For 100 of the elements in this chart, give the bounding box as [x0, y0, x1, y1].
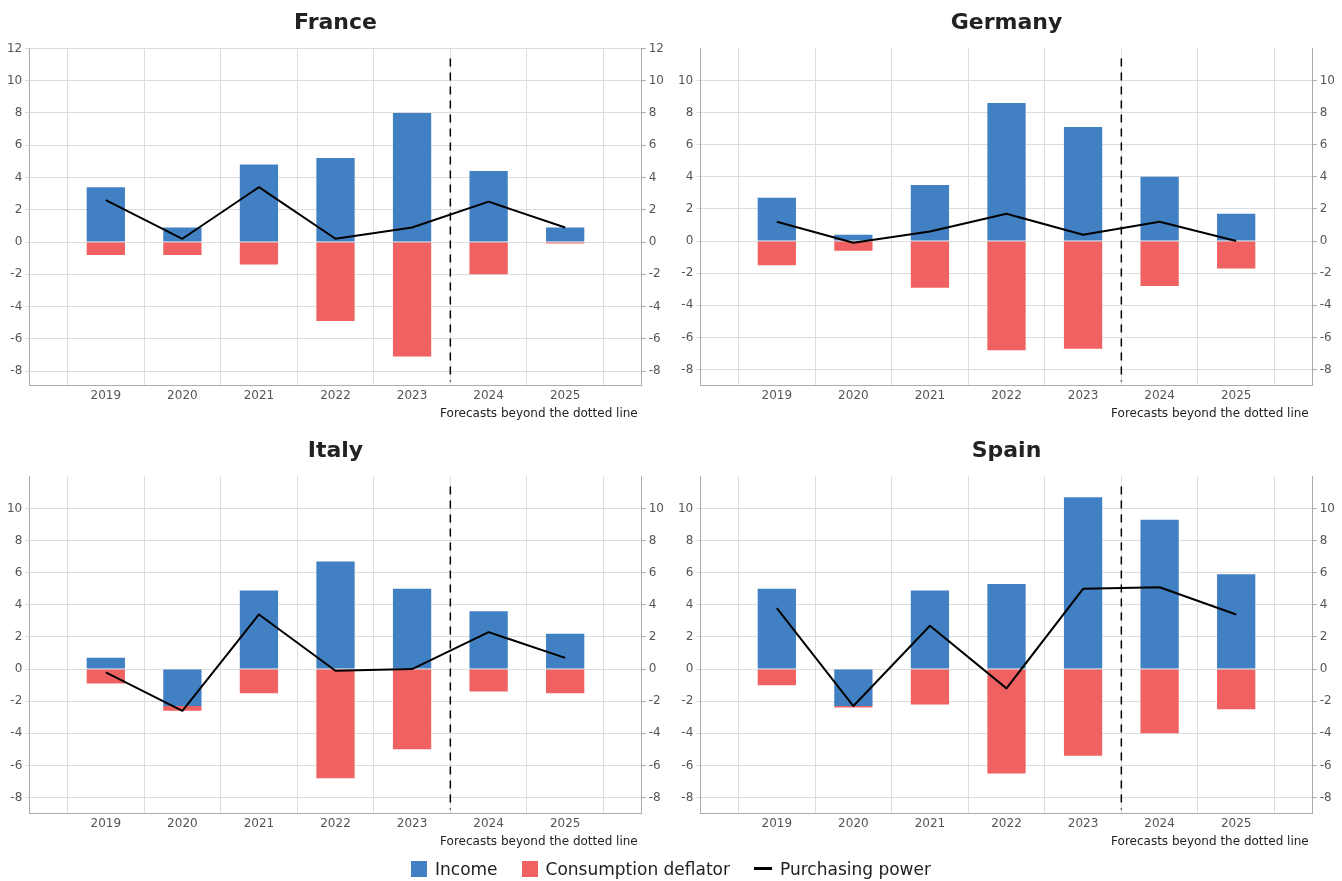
y-tick-label: 2 [648, 201, 657, 216]
y2-tick-label: 4 [1319, 596, 1328, 611]
y-tick-label: 10 [6, 500, 23, 515]
bar [86, 657, 125, 669]
y2-tick-label: 4 [1319, 168, 1328, 183]
y2-tick-label: 0 [1319, 661, 1328, 676]
bar [469, 611, 508, 669]
y-tick-label: 10 [677, 72, 694, 87]
bar [316, 561, 355, 669]
bar [757, 241, 796, 266]
bar [1140, 241, 1179, 287]
x-tick-label: 2022 [320, 815, 351, 830]
bar [987, 241, 1026, 351]
y-tick-label: 6 [14, 564, 23, 579]
x-tick-label: 2022 [320, 387, 351, 402]
chart-title: Italy [307, 436, 364, 462]
bar [316, 669, 355, 779]
bar [469, 669, 508, 692]
text: Forecasts beyond the dotted line [1111, 833, 1309, 848]
x-tick-label: 2020 [167, 815, 198, 830]
y2-tick-label: 2 [1319, 201, 1328, 216]
y-tick-label: -2 [648, 266, 661, 281]
x-tick-label: 2019 [761, 815, 793, 830]
y-tick-label: -2 [681, 693, 694, 708]
y-tick-label: -6 [681, 329, 694, 344]
y2-tick-label: -2 [1319, 265, 1332, 280]
bar [987, 669, 1026, 774]
bar [1217, 213, 1256, 241]
y-tick-label: 8 [685, 104, 694, 119]
x-tick-label: 2020 [838, 815, 869, 830]
y-tick-label: 4 [685, 596, 694, 611]
bar [910, 241, 950, 288]
bar [1063, 241, 1103, 349]
bar [163, 242, 202, 255]
x-tick-label: 2020 [838, 387, 869, 402]
y-tick-label: 10 [677, 500, 694, 515]
bar [316, 242, 355, 322]
y2-tick-label: -6 [1319, 329, 1332, 344]
y-tick-label: -6 [681, 757, 694, 772]
x-tick-label: 2019 [90, 815, 122, 830]
bar [910, 184, 950, 241]
y-tick-label: 8 [14, 532, 23, 547]
y-tick-label: -6 [648, 330, 661, 345]
y2-tick-label: -8 [1319, 789, 1332, 804]
y-tick-label: 0 [685, 661, 694, 676]
bar [1063, 497, 1103, 669]
y-tick-label: 4 [648, 169, 657, 184]
y2-tick-label: -8 [1319, 361, 1332, 376]
text: Forecasts beyond the dotted line [440, 405, 638, 420]
y-tick-label: -8 [10, 789, 23, 804]
y2-tick-label: 2 [1319, 629, 1328, 644]
x-tick-label: 2021 [243, 387, 275, 402]
y-tick-label: 0 [685, 233, 694, 248]
bar [469, 171, 508, 242]
legend-label: Consumption deflator [545, 858, 730, 879]
x-tick-label: 2024 [1144, 387, 1175, 402]
x-tick-label: 2023 [396, 387, 428, 402]
y2-tick-label: -2 [1319, 693, 1332, 708]
x-tick-label: 2019 [90, 387, 122, 402]
x-tick-label: 2019 [761, 387, 793, 402]
y-tick-label: 8 [685, 532, 694, 547]
bar [392, 242, 432, 357]
bar [239, 242, 279, 265]
bar [469, 242, 508, 275]
legend-label: Purchasing power [780, 858, 931, 879]
bar [757, 197, 796, 241]
bar [834, 241, 873, 251]
x-tick-label: 2021 [914, 387, 946, 402]
y2-tick-label: -6 [1319, 757, 1332, 772]
y-tick-label: -4 [681, 725, 694, 740]
text: Forecasts beyond the dotted line [440, 833, 638, 848]
bar [1140, 669, 1179, 734]
y-tick-label: 12 [648, 40, 665, 55]
y-tick-label: -2 [10, 693, 23, 708]
bar [910, 669, 950, 705]
bar [392, 588, 432, 669]
bar [910, 590, 950, 669]
legend-label: Income [435, 858, 498, 879]
bar [239, 164, 279, 242]
x-tick-label: 2024 [1144, 815, 1175, 830]
x-tick-label: 2021 [914, 815, 946, 830]
x-tick-label: 2023 [1067, 387, 1099, 402]
bar [987, 583, 1026, 669]
y-tick-label: 2 [685, 201, 694, 216]
bar [757, 588, 796, 669]
y2-tick-label: 8 [1319, 104, 1328, 119]
bar [834, 669, 873, 707]
x-tick-label: 2021 [243, 815, 275, 830]
y-tick-label: -6 [10, 757, 23, 772]
y2-tick-label: -4 [1319, 725, 1332, 740]
x-tick-label: 2025 [549, 815, 581, 830]
y-tick-label: 2 [685, 629, 694, 644]
bar [546, 669, 585, 694]
bar [86, 669, 125, 684]
y2-tick-label: 0 [1319, 233, 1328, 248]
y-tick-label: 10 [648, 72, 665, 87]
bar [546, 227, 585, 242]
bar [86, 242, 125, 255]
x-tick-label: 2025 [1220, 815, 1252, 830]
y-tick-label: -8 [681, 361, 694, 376]
